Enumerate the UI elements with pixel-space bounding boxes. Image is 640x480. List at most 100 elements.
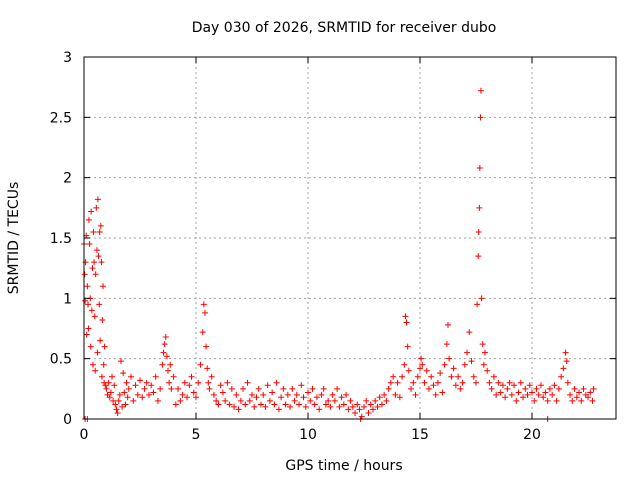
data-point <box>280 385 287 392</box>
data-point <box>162 333 169 340</box>
data-point <box>81 271 88 278</box>
data-point <box>257 401 264 408</box>
data-point <box>329 391 336 398</box>
data-point <box>369 406 376 413</box>
x-tick-label: 15 <box>411 427 429 443</box>
data-point <box>412 391 419 398</box>
data-point <box>226 401 233 408</box>
data-point <box>159 361 166 368</box>
data-point <box>96 301 103 308</box>
data-point <box>100 361 107 368</box>
data-point <box>506 379 513 386</box>
data-point <box>199 329 206 336</box>
data-point <box>224 379 231 386</box>
data-point <box>466 329 473 336</box>
data-point <box>374 403 381 410</box>
data-point <box>408 385 415 392</box>
data-point <box>585 394 591 401</box>
data-point <box>499 382 506 389</box>
data-point <box>396 394 403 401</box>
data-point <box>402 313 409 320</box>
data-point <box>394 379 401 386</box>
data-point <box>102 382 109 389</box>
data-point <box>542 389 549 396</box>
data-point <box>302 403 309 410</box>
data-point <box>432 391 439 398</box>
data-point <box>93 247 100 254</box>
data-point <box>567 391 574 398</box>
data-point <box>589 397 596 404</box>
data-point <box>334 385 341 392</box>
data-point <box>563 358 570 365</box>
data-point <box>515 389 522 396</box>
data-point <box>123 379 130 386</box>
data-point <box>190 389 197 396</box>
data-point <box>549 391 556 398</box>
data-point <box>414 373 421 380</box>
x-tick-label: 10 <box>299 427 317 443</box>
x-tick-label: 0 <box>80 427 89 443</box>
data-point <box>405 367 412 374</box>
data-point <box>441 361 448 368</box>
data-point <box>115 397 122 404</box>
data-point <box>553 397 560 404</box>
data-point <box>495 379 502 386</box>
data-point <box>497 389 504 396</box>
data-point <box>590 385 597 392</box>
data-point <box>464 349 471 356</box>
y-tick-label: 0.5 <box>50 352 72 368</box>
data-point <box>322 401 329 408</box>
data-point <box>205 379 212 386</box>
data-point <box>215 401 222 408</box>
data-point <box>296 401 303 408</box>
data-point <box>172 401 179 408</box>
data-point <box>85 301 92 308</box>
data-point <box>480 361 487 368</box>
data-point <box>486 379 493 386</box>
data-point <box>437 370 444 377</box>
data-point <box>204 365 211 372</box>
data-point <box>103 385 110 392</box>
data-point <box>98 373 105 380</box>
data-point <box>484 367 491 374</box>
x-axis-tick-labels: 0 5 10 15 20 <box>80 427 541 443</box>
data-point <box>446 355 453 362</box>
data-point <box>361 403 367 410</box>
y-axis-label: SRMTID / TECUs <box>6 182 22 295</box>
data-point <box>278 394 285 401</box>
data-point <box>264 382 271 389</box>
data-point <box>381 391 388 398</box>
data-point <box>387 379 394 386</box>
data-point <box>571 385 578 392</box>
data-point <box>107 389 114 396</box>
data-point <box>477 87 484 94</box>
data-point <box>89 265 96 272</box>
data-point <box>443 341 450 348</box>
data-point <box>92 271 99 278</box>
data-point <box>255 385 262 392</box>
data-point <box>95 253 102 260</box>
data-point <box>526 382 533 389</box>
data-point <box>161 341 168 348</box>
data-point <box>163 353 170 360</box>
data-point <box>197 361 204 368</box>
data-point <box>170 373 177 380</box>
data-point <box>89 361 96 368</box>
data-point <box>404 343 411 350</box>
data-point <box>184 394 191 401</box>
data-point <box>157 385 164 392</box>
data-point <box>193 394 199 401</box>
data-point <box>476 165 483 172</box>
data-point <box>343 391 350 398</box>
data-point <box>114 409 121 416</box>
data-point <box>97 337 104 344</box>
data-point <box>421 379 428 386</box>
chart-title: Day 030 of 2026, SRMTID for receiver dub… <box>192 20 497 36</box>
data-point <box>587 389 594 396</box>
data-point <box>452 382 459 389</box>
data-points <box>81 87 597 422</box>
data-point <box>141 385 148 392</box>
data-point <box>311 401 318 408</box>
data-point <box>122 401 129 408</box>
data-point <box>240 385 247 392</box>
